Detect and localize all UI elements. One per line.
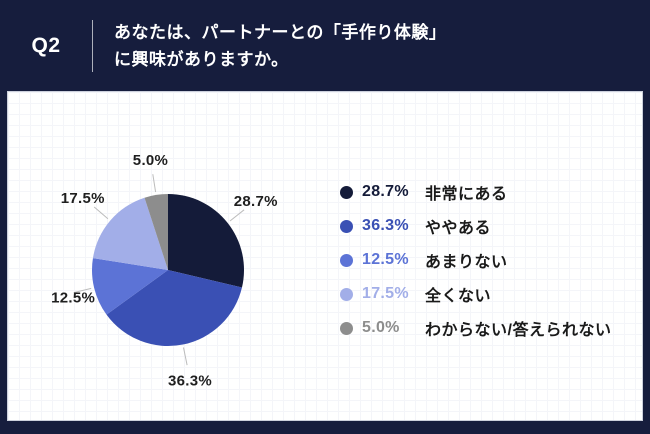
pie-leader-line-4 [152,174,157,193]
pie-slice-2 [92,258,168,315]
pie-value-label-0: 28.7% [234,193,278,210]
question-text: あなたは、パートナーとの「手作り体験」 に興味がありますか。 [114,19,446,73]
pie-value-label-3: 17.5% [61,190,105,207]
pie-value-label-2: 12.5% [51,290,95,307]
pie-slice-4 [144,194,168,270]
header-divider [92,19,93,72]
legend-category-label: 非常にある [425,186,508,203]
legend-percent: 36.3% [362,217,409,234]
pie-leader-line-1 [183,347,188,366]
legend-percent: 28.7% [362,183,409,200]
pie-value-label-4: 5.0% [133,152,168,169]
pie-chart: 28.7% 36.3% 12.5% 17.5% 5.0% [51,152,278,389]
legend-dot-icon [340,287,353,301]
legend-percent: 12.5% [362,251,409,268]
legend-row-1: 36.3% ややある [340,214,611,238]
legend-dot-icon [340,253,353,267]
legend-category-label: 全くない [425,288,492,305]
legend-row-3: 17.5% 全くない [340,282,611,306]
legend-percent: 17.5% [362,285,409,302]
question-header: Q2 あなたは、パートナーとの「手作り体験」 に興味がありますか。 [0,0,650,91]
legend-row-4: 5.0% わからない/答えられない [340,316,611,340]
pie-leader-line-3 [93,206,109,220]
legend-category-label: ややある [425,220,492,237]
legend-dot-icon [340,321,353,335]
pie-leader-line-0 [229,209,245,222]
legend-dot-icon [340,185,353,199]
question-text-line1: あなたは、パートナーとの「手作り体験」 [114,22,447,42]
chart-panel: 28.7% 36.3% 12.5% 17.5% 5.0% 28.7% 非常にある 36.3%… [7,91,643,421]
chart-legend: 28.7% 非常にある 36.3% ややある 12.5% あまりない 17.5% 全くない 5.… [340,180,611,350]
legend-row-0: 28.7% 非常にある [340,180,611,204]
legend-percent: 5.0% [362,319,400,336]
legend-category-label: あまりない [425,254,508,271]
question-text-line2: に興味がありますか。 [114,49,289,69]
pie-value-label-1: 36.3% [168,372,212,389]
pie-slice-3 [92,197,168,270]
pie-slice-1 [106,270,242,347]
pie-leader-line-2 [73,287,92,294]
legend-dot-icon [340,219,353,233]
pie-slice-0 [168,194,245,288]
question-number: Q2 [31,33,61,57]
legend-row-2: 12.5% あまりない [340,248,611,272]
legend-category-label: わからない/答えられない [425,322,612,339]
